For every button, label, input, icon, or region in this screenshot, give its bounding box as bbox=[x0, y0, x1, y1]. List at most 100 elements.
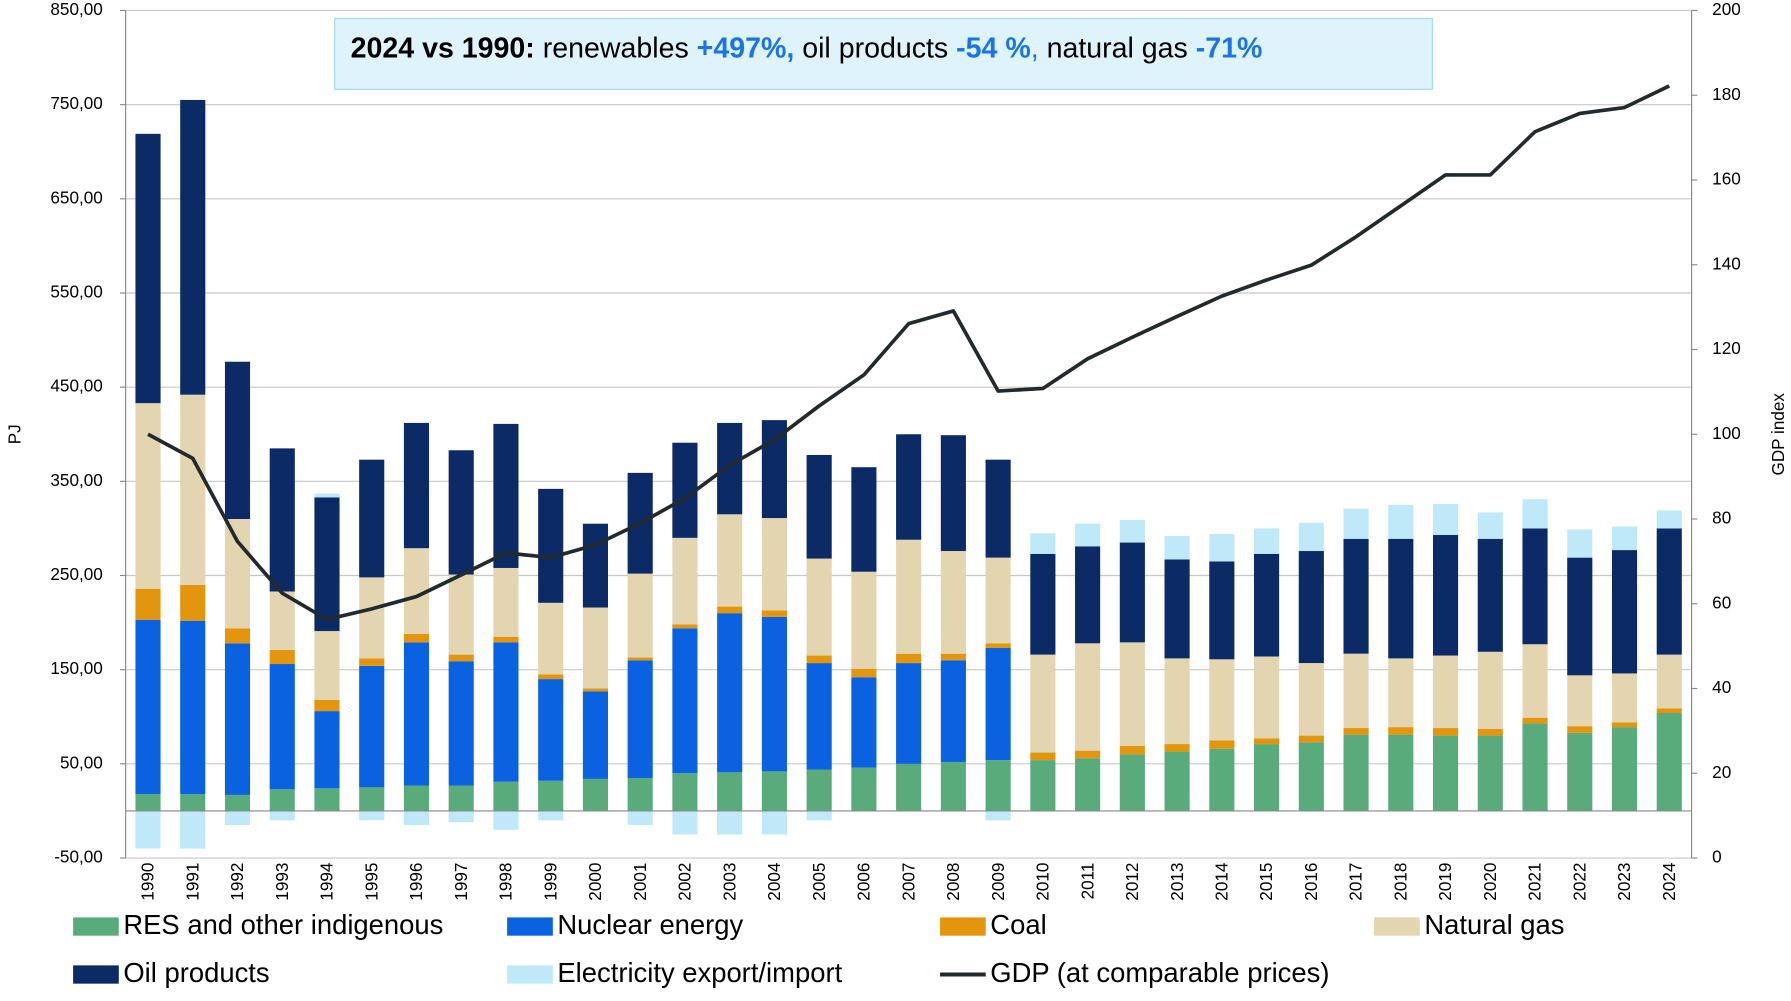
bar bbox=[1477, 512, 1503, 539]
bar bbox=[1567, 726, 1593, 733]
bar bbox=[582, 688, 609, 692]
bar bbox=[403, 785, 430, 811]
bar bbox=[224, 628, 251, 644]
annotation-part: natural gas bbox=[1039, 32, 1196, 64]
bar bbox=[627, 573, 653, 658]
bar bbox=[1209, 740, 1235, 749]
bar bbox=[1164, 744, 1190, 752]
bar bbox=[717, 606, 743, 614]
annotation-part: oil products bbox=[794, 32, 956, 64]
legend-swatch bbox=[940, 917, 986, 936]
bar bbox=[135, 619, 161, 794]
bar bbox=[1298, 735, 1324, 743]
bar bbox=[672, 628, 698, 774]
bar bbox=[448, 785, 474, 811]
bar bbox=[1432, 655, 1459, 729]
annotation-part: renewables bbox=[535, 32, 697, 64]
line bbox=[147, 84, 1671, 622]
bar bbox=[314, 631, 340, 700]
bar bbox=[1209, 659, 1235, 741]
bar bbox=[627, 657, 653, 661]
bar bbox=[180, 99, 206, 395]
x-tick-label: 1994 bbox=[317, 862, 337, 901]
x-tick-label: 2001 bbox=[630, 863, 650, 901]
bar bbox=[224, 361, 251, 520]
bar bbox=[1164, 751, 1190, 811]
x-tick-label: 2007 bbox=[898, 863, 918, 901]
bar bbox=[314, 497, 340, 632]
bar bbox=[224, 519, 251, 629]
bar bbox=[1567, 529, 1593, 558]
bar bbox=[314, 788, 340, 811]
annotation-box bbox=[334, 17, 1433, 90]
bar bbox=[1119, 519, 1145, 543]
bar bbox=[1209, 561, 1235, 660]
bar bbox=[269, 591, 295, 650]
bar bbox=[582, 607, 609, 689]
x-tick-label: 2000 bbox=[585, 863, 605, 901]
bar bbox=[940, 551, 966, 654]
bar bbox=[1432, 728, 1459, 736]
bar bbox=[1522, 717, 1548, 724]
bar bbox=[1030, 553, 1056, 655]
bar bbox=[1522, 528, 1548, 645]
bar bbox=[940, 653, 966, 661]
bar bbox=[761, 420, 787, 519]
bar bbox=[1611, 673, 1638, 723]
bar bbox=[1209, 534, 1235, 562]
x-tick-label: 2002 bbox=[675, 863, 695, 901]
bar bbox=[1432, 503, 1459, 536]
x-tick-label: 2009 bbox=[988, 863, 1008, 901]
bar bbox=[1388, 734, 1414, 811]
bar bbox=[851, 767, 877, 811]
bar bbox=[180, 394, 206, 585]
bar bbox=[493, 642, 519, 782]
x-tick-label: 2018 bbox=[1390, 863, 1410, 901]
bar bbox=[403, 642, 430, 786]
bar bbox=[672, 810, 698, 835]
bar bbox=[1477, 735, 1503, 811]
x-tick-label: 2012 bbox=[1122, 863, 1142, 901]
bar bbox=[1522, 644, 1548, 718]
annotation-part: 2024 vs 1990: bbox=[351, 32, 535, 64]
y-tick-label: 650,00 bbox=[50, 187, 102, 207]
y2-tick-label: 20 bbox=[1712, 762, 1731, 782]
bar bbox=[1611, 722, 1638, 728]
bar bbox=[493, 810, 519, 830]
x-tick-label: 2015 bbox=[1256, 863, 1276, 901]
bar bbox=[672, 537, 698, 625]
bar bbox=[1656, 708, 1682, 713]
bar bbox=[314, 699, 340, 712]
x-tick-label: 2010 bbox=[1033, 863, 1053, 901]
bar bbox=[1388, 504, 1414, 539]
y-tick-label: 750,00 bbox=[50, 93, 102, 113]
bar bbox=[627, 810, 653, 826]
bar bbox=[896, 539, 922, 654]
bar bbox=[403, 633, 430, 643]
bar bbox=[851, 668, 877, 678]
bar bbox=[896, 763, 922, 811]
bar bbox=[359, 658, 385, 666]
legend-swatch bbox=[507, 917, 553, 936]
legend-swatch bbox=[507, 965, 553, 984]
bar bbox=[1298, 742, 1324, 811]
bar bbox=[851, 467, 877, 572]
bar bbox=[1656, 528, 1682, 655]
bar bbox=[1343, 653, 1369, 729]
bar bbox=[1298, 663, 1324, 736]
x-tick-label: 2016 bbox=[1301, 863, 1321, 901]
bar bbox=[1075, 546, 1101, 644]
bar bbox=[538, 810, 564, 821]
bar bbox=[985, 810, 1011, 821]
x-tick-label: 2022 bbox=[1569, 863, 1589, 901]
legend-label: Coal bbox=[990, 909, 1046, 940]
bar bbox=[314, 493, 340, 498]
annotation: 2024 vs 1990: renewables +497%, oil prod… bbox=[351, 32, 1263, 64]
legend-label: Electricity export/import bbox=[557, 957, 842, 988]
bar bbox=[1119, 754, 1145, 811]
x-tick-label: 1992 bbox=[227, 863, 247, 901]
bar bbox=[1656, 654, 1682, 709]
bar bbox=[538, 780, 564, 811]
bar bbox=[1477, 538, 1503, 652]
